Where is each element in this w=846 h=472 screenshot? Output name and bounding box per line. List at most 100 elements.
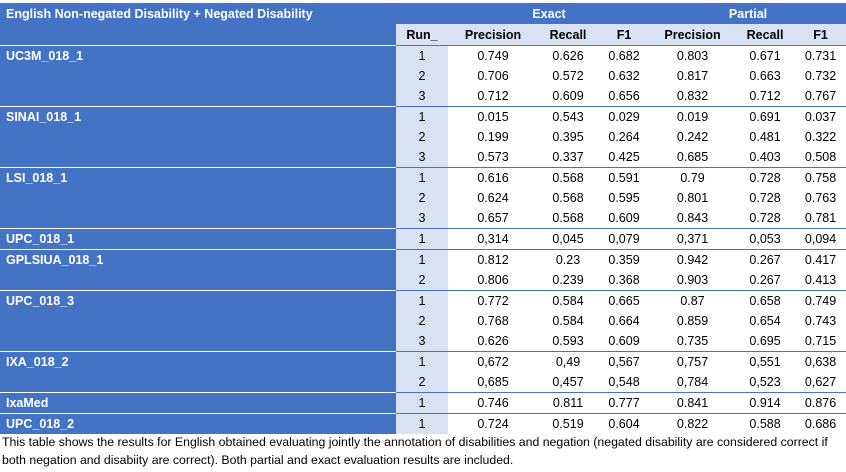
value-cell: 0.23 — [538, 249, 598, 270]
value-cell: 0.595 — [608, 191, 640, 205]
system-name: GPLSIUA_018_1 — [0, 249, 396, 291]
table-row: 3 0.657 0.568 0.609 0.843 0.728 0.781 — [0, 208, 846, 229]
value-cell: 0.763 — [804, 191, 837, 205]
value-cell: 0,045 — [538, 228, 598, 250]
run-cell: 3 — [396, 147, 448, 168]
value-cell: 0.832 — [676, 89, 709, 103]
value-cell: 0.749 — [795, 290, 846, 311]
value-cell: 0.626 — [477, 334, 509, 348]
run-cell: 1 — [396, 413, 448, 434]
value-cell: 0.728 — [749, 191, 781, 205]
run-cell: 1 — [396, 167, 448, 188]
value-cell: 0.743 — [804, 314, 837, 328]
value-cell: 0,053 — [735, 228, 796, 250]
value-cell: 0,638 — [795, 351, 846, 372]
system-name: UPC_018_1 — [0, 228, 396, 250]
value-cell: 0.715 — [804, 334, 837, 348]
value-cell: 0.609 — [608, 334, 640, 348]
value-cell: 0.656 — [608, 89, 640, 103]
table-title: English Non-negated Disability + Negated… — [0, 3, 396, 24]
results-table: English Non-negated Disability + Negated… — [0, 3, 846, 434]
value-cell: 0.322 — [804, 130, 837, 144]
table-row: UC3M_018_1 1 0.749 0.626 0.682 0.803 0.671 0.73… — [0, 45, 846, 107]
value-cell: 0.015 — [448, 106, 538, 127]
value-cell: 0.772 — [448, 290, 538, 311]
value-cell: 0.604 — [598, 413, 651, 434]
value-cell: 0,567 — [598, 351, 651, 372]
value-cell: 0.403 — [749, 150, 781, 164]
table-caption: This table shows the results for English… — [2, 435, 828, 467]
value-cell: 0.519 — [538, 413, 598, 434]
value-cell: 0,49 — [538, 351, 598, 372]
run-cell: 2 — [396, 66, 448, 86]
value-cell: 0.626 — [538, 45, 598, 66]
value-cell: 0.781 — [804, 211, 837, 225]
col-header-partial-precision: Precision — [650, 24, 736, 46]
value-cell: 0.425 — [608, 150, 640, 164]
value-cell: 0.841 — [650, 392, 736, 414]
value-cell: 0.767 — [804, 89, 837, 103]
value-cell: 0.87 — [650, 290, 736, 311]
table-row: 2 0.706 0.572 0.632 0.817 0.663 0.732 — [0, 66, 846, 86]
value-cell: 0.817 — [676, 69, 709, 83]
value-cell: 0.706 — [477, 69, 509, 83]
value-cell: 0.616 — [448, 167, 538, 188]
table-row: SINAI_018_1 1 0.015 0.543 0.029 0.019 0.691 0.0… — [0, 106, 846, 168]
value-cell: 0.735 — [676, 334, 709, 348]
value-cell: 0.843 — [676, 211, 709, 225]
system-name: LSI_018_1 — [0, 167, 396, 229]
value-cell: 0,685 — [477, 375, 509, 389]
partial-header: Partial — [650, 3, 846, 24]
value-cell: 0.732 — [804, 69, 837, 83]
value-cell: 0.543 — [538, 106, 598, 127]
col-header-partial-recall: Recall — [735, 24, 796, 46]
value-cell: 0,548 — [608, 375, 640, 389]
table-row: 3 0.573 0.337 0.425 0.685 0.403 0.508 — [0, 147, 846, 168]
value-cell: 0.728 — [749, 211, 781, 225]
value-cell: 0.624 — [477, 191, 509, 205]
run-cell: 3 — [396, 86, 448, 107]
table-row: 2 0.806 0.239 0.368 0.903 0.267 0.413 — [0, 270, 846, 291]
run-cell: 3 — [396, 208, 448, 229]
value-cell: 0.731 — [795, 45, 846, 66]
value-cell: 0.609 — [552, 89, 584, 103]
value-cell: 0.664 — [608, 314, 640, 328]
run-cell: 2 — [396, 372, 448, 393]
value-cell: 0.632 — [608, 69, 640, 83]
value-cell: 0.811 — [538, 392, 598, 414]
value-cell: 0.777 — [598, 392, 651, 414]
value-cell: 0,314 — [448, 228, 538, 250]
value-cell: 0.267 — [735, 249, 796, 270]
value-cell: 0.749 — [448, 45, 538, 66]
value-cell: 0.914 — [735, 392, 796, 414]
value-cell: 0.686 — [795, 413, 846, 434]
header-row-columns: Run_ Precision Recall F1 Precision Recal… — [0, 24, 846, 46]
value-cell: 0.658 — [735, 290, 796, 311]
value-cell: 0.876 — [795, 392, 846, 414]
table-row: 2 0.199 0.395 0.264 0.242 0.481 0.322 — [0, 127, 846, 147]
value-cell: 0.758 — [795, 167, 846, 188]
run-cell: 1 — [396, 290, 448, 311]
run-cell: 1 — [396, 392, 448, 414]
value-cell: 0,672 — [448, 351, 538, 372]
system-name: SINAI_018_1 — [0, 106, 396, 168]
value-cell: 0,757 — [650, 351, 736, 372]
value-cell: 0,523 — [749, 375, 781, 389]
run-cell: 1 — [396, 228, 448, 250]
table-row: LSI_018_1 1 0.616 0.568 0.591 0.79 0.728 0.758 — [0, 167, 846, 229]
value-cell: 0.413 — [804, 273, 837, 287]
run-cell: 1 — [396, 106, 448, 127]
value-cell: 0.803 — [650, 45, 736, 66]
value-cell: 0.508 — [804, 150, 837, 164]
value-cell: 0.337 — [552, 150, 584, 164]
value-cell: 0.822 — [650, 413, 736, 434]
table-row: IXA_018_2 1 0,672 0,49 0,567 0,757 0,551 0,638 — [0, 351, 846, 393]
value-cell: 0,457 — [552, 375, 584, 389]
value-cell: 0.481 — [749, 130, 781, 144]
value-cell: 0,627 — [804, 375, 837, 389]
table-row: IxaMed 1 0.746 0.811 0.777 0.841 0.914 0.876 — [0, 392, 846, 414]
table-body: UC3M_018_1 1 0.749 0.626 0.682 0.803 0.671 0.73… — [0, 45, 846, 434]
value-cell: 0.665 — [598, 290, 651, 311]
value-cell: 0.942 — [650, 249, 736, 270]
value-cell: 0.728 — [735, 167, 796, 188]
